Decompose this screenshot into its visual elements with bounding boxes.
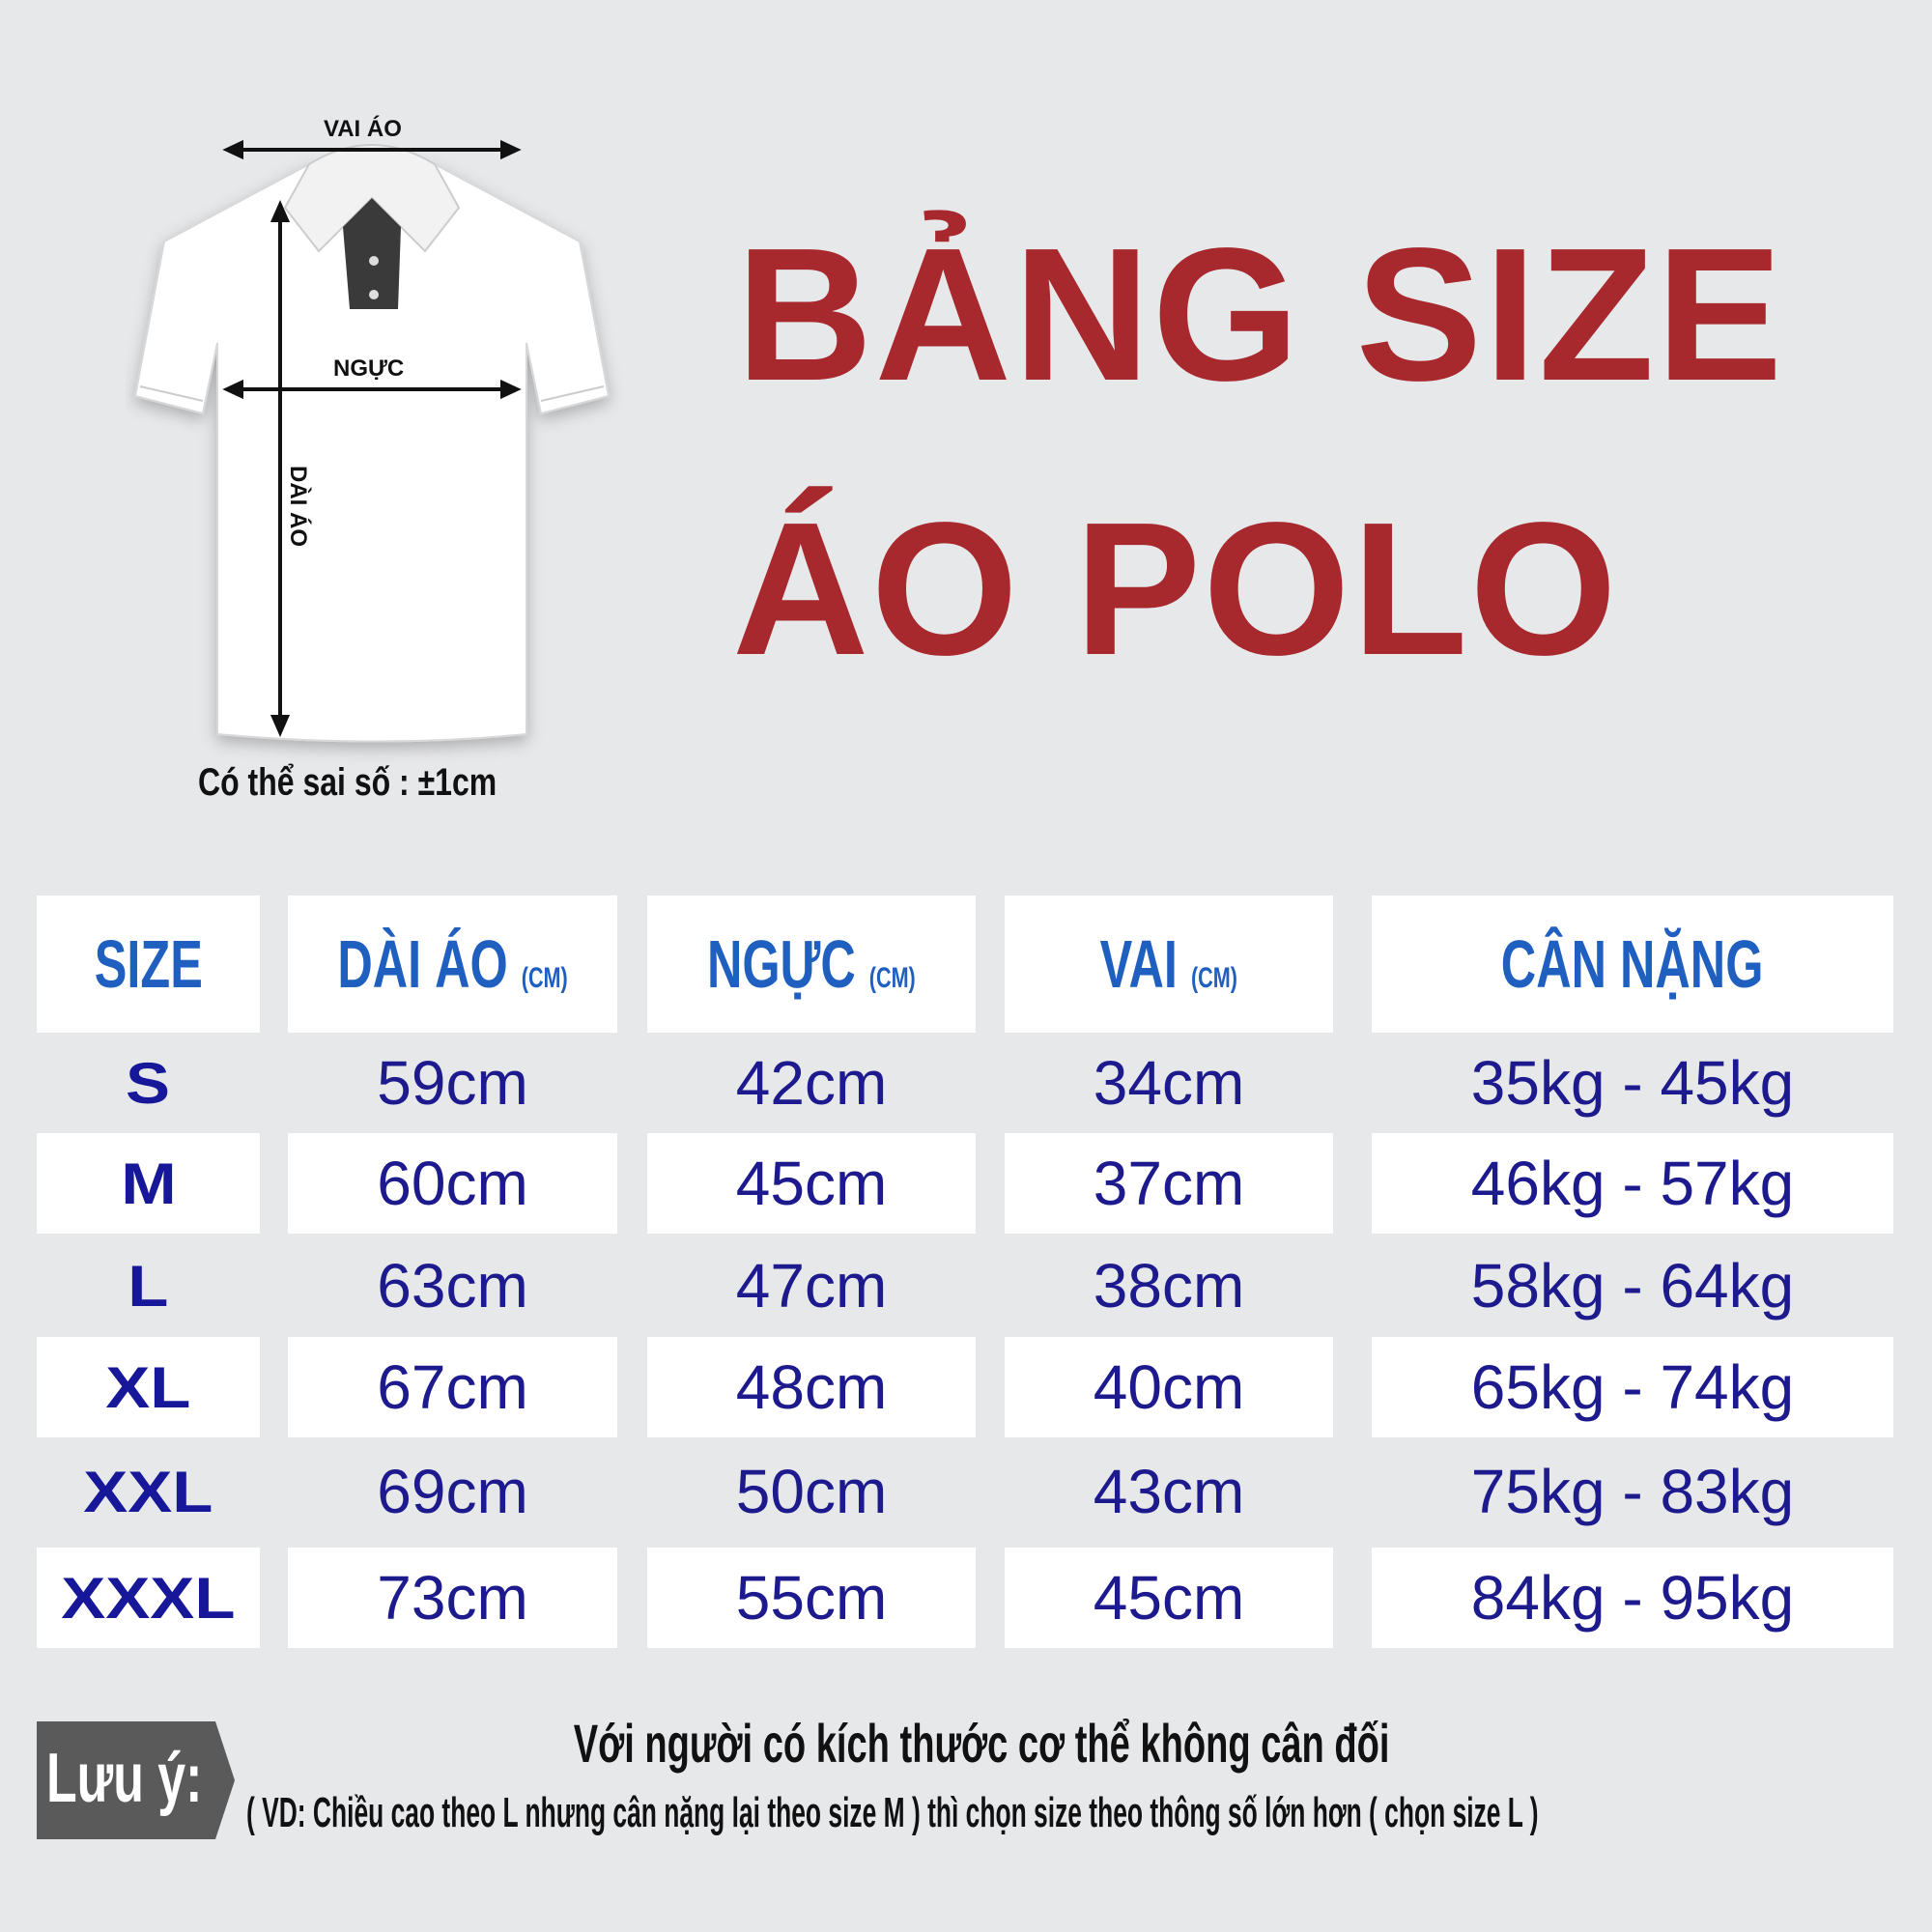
table-cell-shoulder: 38cm (1005, 1236, 1333, 1336)
header-label: NGỰC (CM) (707, 925, 916, 1003)
cell-value: 45cm (735, 1149, 888, 1218)
table-cell-chest: 45cm (647, 1133, 976, 1234)
chest-label: NGỰC (333, 355, 405, 382)
table-cell-size: XXXL (37, 1548, 260, 1648)
table-cell-chest: 42cm (647, 1033, 976, 1133)
table-cell-size: XL (37, 1337, 260, 1437)
header-length: DÀI ÁO (CM) (288, 895, 617, 1033)
table-cell-chest: 50cm (647, 1441, 976, 1542)
cell-value: 34cm (1093, 1048, 1245, 1118)
header-label: CÂN NẶNG (1501, 925, 1764, 1003)
table-cell-length: 60cm (288, 1133, 617, 1234)
table-cell-length: 67cm (288, 1337, 617, 1437)
polo-shirt-diagram (133, 139, 611, 743)
table-cell-length: 63cm (288, 1236, 617, 1336)
size-label: L (128, 1253, 169, 1319)
cell-value: 60cm (377, 1149, 528, 1218)
cell-value: 50cm (735, 1457, 888, 1526)
cell-value: 43cm (1093, 1457, 1245, 1526)
cell-value: 47cm (735, 1251, 888, 1321)
note-badge (37, 1721, 235, 1839)
note-line1: Với người có kích thước cơ thể không cân… (573, 1713, 1390, 1774)
table-cell-shoulder: 34cm (1005, 1033, 1333, 1133)
cell-value: 48cm (735, 1352, 888, 1422)
size-label: XXL (83, 1459, 213, 1524)
header-unit: (CM) (521, 962, 568, 994)
header-label: DÀI ÁO (CM) (337, 925, 567, 1003)
shoulder-label: VAI ÁO (324, 116, 402, 142)
header-unit: (CM) (868, 962, 916, 994)
cell-value: 84kg - 95kg (1470, 1563, 1795, 1633)
table-cell-chest: 48cm (647, 1337, 976, 1437)
table-cell-length: 73cm (288, 1548, 617, 1648)
length-label: DÀI ÁO (285, 466, 311, 547)
table-cell-size: M (37, 1133, 260, 1234)
header-text: CÂN NẶNG (1501, 926, 1764, 1002)
size-label: S (126, 1050, 171, 1116)
table-cell-chest: 55cm (647, 1548, 976, 1648)
header-text: SIZE (94, 926, 203, 1002)
cell-value: 75kg - 83kg (1470, 1457, 1795, 1526)
table-cell-weight: 46kg - 57kg (1372, 1133, 1893, 1234)
table-cell-weight: 84kg - 95kg (1372, 1548, 1893, 1648)
shirt-body (133, 163, 611, 743)
cell-value: 73cm (377, 1563, 528, 1633)
header-shoulder: VAI (CM) (1005, 895, 1333, 1033)
table-cell-weight: 58kg - 64kg (1372, 1236, 1893, 1336)
cell-value: 59cm (377, 1048, 528, 1118)
size-label: M (120, 1151, 177, 1216)
table-cell-length: 59cm (288, 1033, 617, 1133)
table-cell-size: S (37, 1033, 260, 1133)
page-title-line1: BẢNG SIZE (736, 209, 1785, 420)
table-cell-shoulder: 43cm (1005, 1441, 1333, 1542)
placket (343, 198, 401, 309)
cell-value: 35kg - 45kg (1470, 1048, 1795, 1118)
cell-value: 38cm (1093, 1251, 1245, 1321)
header-text: NGỰC (707, 926, 856, 1002)
table-cell-chest: 47cm (647, 1236, 976, 1336)
note-label: Lưu ý: (46, 1740, 203, 1817)
cell-value: 40cm (1093, 1352, 1245, 1422)
header-label: SIZE (94, 925, 202, 1003)
table-cell-size: XXL (37, 1441, 260, 1542)
cell-value: 45cm (1093, 1563, 1245, 1633)
cell-value: 63cm (377, 1251, 528, 1321)
header-chest: NGỰC (CM) (647, 895, 976, 1033)
table-cell-shoulder: 37cm (1005, 1133, 1333, 1234)
cell-value: 42cm (735, 1048, 888, 1118)
cell-value: 65kg - 74kg (1470, 1352, 1795, 1422)
page-title-line2: ÁO POLO (732, 483, 1619, 695)
header-unit: (CM) (1191, 962, 1238, 994)
header-label: VAI (CM) (1100, 925, 1237, 1003)
cell-value: 69cm (377, 1457, 528, 1526)
table-cell-size: L (37, 1236, 260, 1336)
table-cell-weight: 75kg - 83kg (1372, 1441, 1893, 1542)
header-text: VAI (1099, 926, 1179, 1002)
table-cell-shoulder: 40cm (1005, 1337, 1333, 1437)
header-text: DÀI ÁO (337, 926, 508, 1002)
size-label: XXXL (61, 1565, 236, 1631)
cell-value: 55cm (735, 1563, 888, 1633)
header-size: SIZE (37, 895, 260, 1033)
tolerance-note: Có thể sai số : ±1cm (198, 761, 497, 804)
table-cell-weight: 65kg - 74kg (1372, 1337, 1893, 1437)
cell-value: 46kg - 57kg (1470, 1149, 1795, 1218)
cell-value: 67cm (377, 1352, 528, 1422)
header-weight: CÂN NẶNG (1372, 895, 1893, 1033)
cell-value: 58kg - 64kg (1470, 1251, 1795, 1321)
note-line2: ( VD: Chiều cao theo L nhưng cân nặng lạ… (246, 1789, 1539, 1836)
table-cell-length: 69cm (288, 1441, 617, 1542)
table-cell-weight: 35kg - 45kg (1372, 1033, 1893, 1133)
table-cell-shoulder: 45cm (1005, 1548, 1333, 1648)
size-label: XL (105, 1354, 191, 1420)
cell-value: 37cm (1093, 1149, 1245, 1218)
